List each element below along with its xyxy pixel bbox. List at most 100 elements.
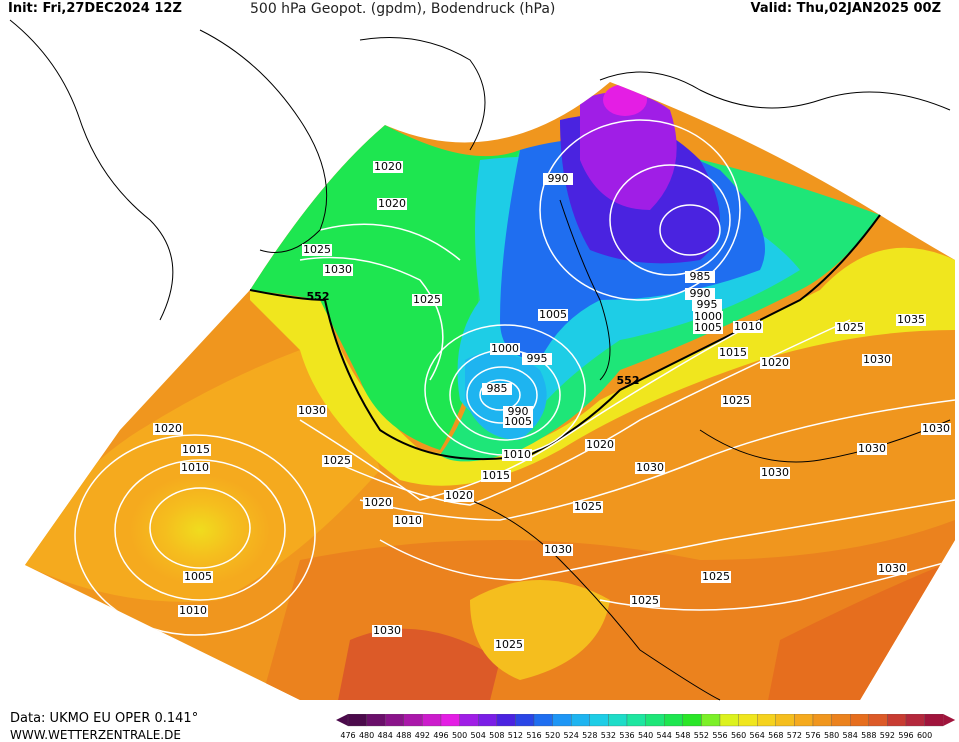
pressure-label: 1025 — [836, 321, 864, 334]
pressure-label-bg — [481, 470, 511, 482]
pressure-label-bg — [630, 595, 660, 607]
legend-tick-label: 520 — [545, 731, 560, 740]
legend-swatch — [385, 714, 404, 727]
legend-tick-label: 496 — [433, 731, 448, 740]
pressure-label-bg — [693, 311, 723, 323]
legend-tick-label: 508 — [489, 731, 504, 740]
legend-swatch — [719, 714, 739, 727]
legend-tick-label: 540 — [638, 731, 653, 740]
data-source: Data: UKMO EU OPER 0.141° — [10, 711, 199, 726]
coastlines — [9, 19, 951, 701]
legend-swatch — [794, 714, 814, 727]
legend-swatch — [589, 714, 609, 727]
pressure-label: 1020 — [364, 496, 392, 509]
pressure-label: 1000 — [694, 310, 722, 323]
pressure-label-bg — [693, 322, 723, 334]
legend-swatch — [496, 714, 516, 727]
pressure-label: 1010 — [181, 461, 209, 474]
pressure-label-bg — [522, 353, 552, 365]
pressure-label: 1030 — [878, 562, 906, 575]
pressure-label: 1010 — [503, 448, 531, 461]
pressure-label-bg — [701, 571, 731, 583]
legend-arrow-left — [336, 714, 348, 726]
pressure-label-bg — [494, 639, 524, 651]
pressure-label-bg — [181, 444, 211, 456]
legend-tick-label: 592 — [880, 731, 895, 740]
legend-swatch — [812, 714, 832, 727]
pressure-label: 1025 — [303, 243, 331, 256]
pressure-label: 1010 — [394, 514, 422, 527]
pressure-label: 990 — [508, 405, 529, 418]
pressure-label-bg — [718, 347, 748, 359]
pressure-label: 1015 — [182, 443, 210, 456]
legend-swatch — [347, 714, 367, 727]
legend-tick-label: 504 — [471, 731, 486, 740]
pressure-label-bg — [482, 383, 512, 395]
legend-swatch — [459, 714, 479, 727]
legend-swatch — [645, 714, 665, 727]
geopotential-label: 552 — [617, 374, 640, 387]
pressure-labels: 1020102010251030102599098599099510001005… — [153, 160, 951, 651]
map-title: 500 hPa Geopot. (gpdm), Bodendruck (hPa) — [250, 1, 556, 17]
color-legend: 476 480 484 488 492 496 500 504 508 512 516 520 524 5… — [336, 714, 956, 740]
pressure-label-bg — [760, 357, 790, 369]
pressure-label: 1005 — [184, 570, 212, 583]
legend-swatch — [905, 714, 925, 727]
header-bar: Init: Fri,27DEC2024 12Z 500 hPa Geopot. … — [0, 0, 959, 18]
pressure-label-bg — [685, 288, 715, 300]
valid-time: Valid: Thu,02JAN2025 00Z — [750, 1, 941, 16]
legend-swatch — [533, 714, 553, 727]
pressure-label: 1010 — [179, 604, 207, 617]
pressure-label: 990 — [690, 287, 711, 300]
pressure-label: 1005 — [504, 415, 532, 428]
pressure-label: 1015 — [482, 469, 510, 482]
geopotential-labels: 552 552 — [307, 290, 640, 387]
pressure-label: 1020 — [154, 422, 182, 435]
pressure-label: 1020 — [586, 438, 614, 451]
pressure-label: 990 — [548, 172, 569, 185]
legend-tick-label: 556 — [712, 731, 727, 740]
legend-swatch — [738, 714, 758, 727]
pressure-label: 1025 — [323, 454, 351, 467]
legend-swatch — [887, 714, 907, 727]
pressure-label: 1035 — [897, 313, 925, 326]
pressure-label: 985 — [487, 382, 508, 395]
legend-swatch — [403, 714, 423, 727]
legend-swatch — [422, 714, 442, 727]
pressure-label-bg — [377, 198, 407, 210]
legend-swatch — [478, 714, 497, 727]
legend-tick-label: 524 — [564, 731, 579, 740]
legend-tick-label: 516 — [526, 731, 541, 740]
pressure-label: 1010 — [734, 320, 762, 333]
pressure-label-bg — [635, 462, 665, 474]
pressure-label: 1025 — [574, 500, 602, 513]
pressure-label-bg — [585, 439, 615, 451]
pressure-label-bg — [180, 462, 210, 474]
pressure-label-bg — [322, 455, 352, 467]
pressure-label-bg — [503, 406, 533, 418]
pressure-label-bg — [857, 443, 887, 455]
pressure-label-bg — [490, 343, 520, 355]
pressure-label-bg — [297, 405, 327, 417]
legend-swatch — [552, 714, 572, 727]
legend-tick-label: 476 — [340, 731, 355, 740]
legend-tick-label: 564 — [750, 731, 765, 740]
pressure-label-bg — [921, 423, 951, 435]
legend-tick-label: 596 — [898, 731, 913, 740]
pressure-label: 1000 — [491, 342, 519, 355]
pressure-label-bg — [573, 501, 603, 513]
legend-swatch — [924, 714, 944, 727]
legend-swatch — [868, 714, 888, 727]
pressure-label: 985 — [690, 270, 711, 283]
pressure-label-bg — [503, 416, 533, 428]
pressure-label-bg — [896, 314, 926, 326]
pressure-label: 1025 — [631, 594, 659, 607]
legend-swatch — [366, 714, 386, 727]
legend-tick-label: 572 — [787, 731, 802, 740]
pressure-label-bg — [323, 264, 353, 276]
geopotential-label: 552 — [307, 290, 330, 303]
legend-swatch — [701, 714, 721, 727]
site-url: WWW.WETTERZENTRALE.DE — [10, 728, 181, 742]
